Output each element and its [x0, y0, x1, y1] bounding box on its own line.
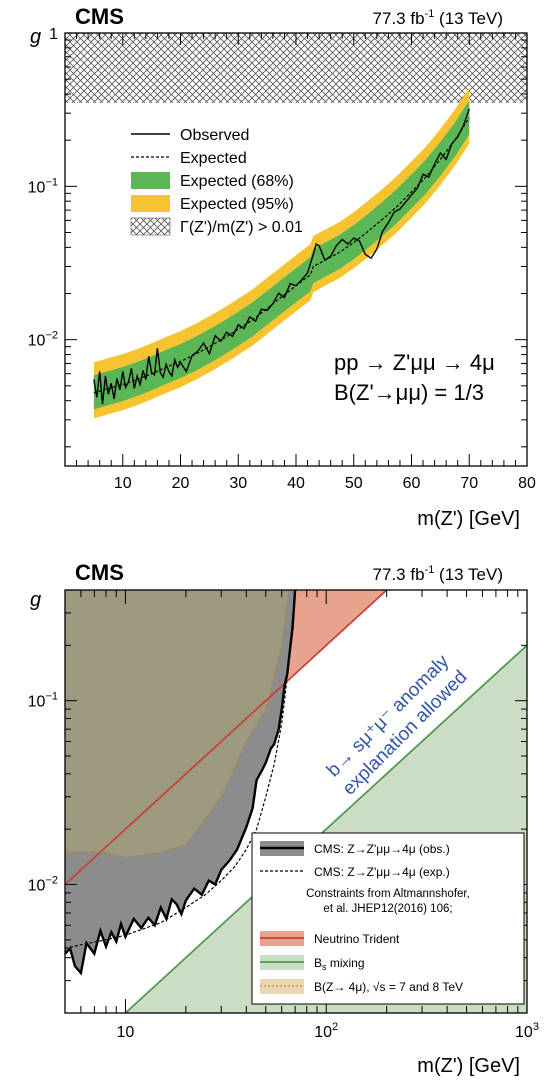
legend-cms-exp-label: CMS: Z→Z'μμ→4μ (exp.): [314, 865, 450, 879]
lower-x-tick-label: 10: [117, 1024, 135, 1041]
legend-constraints-line1: Constraints from Altmannshofer,: [306, 888, 470, 900]
upper-y-tick-label: 10−1: [28, 176, 58, 196]
lower-x-tick-label: 102: [314, 1021, 338, 1041]
upper-x-tick-label: 60: [403, 475, 421, 492]
upper-branching-annotation: B(Z'→μμ) = 1/3: [334, 380, 484, 405]
lower-chart: CMS 77.3 fb-1 (13 TeV) 10 102 10310−110−2 …: [28, 560, 539, 1077]
legend-z4mu-label: B(Z→ 4μ), √s = 7 and 8 TeV: [314, 980, 463, 994]
upper-cms-label: CMS: [75, 4, 124, 29]
legend-cms-obs-label: CMS: Z→Z'μμ→4μ (obs.): [314, 842, 450, 856]
lower-y-tick-label: 10−1: [28, 691, 58, 711]
lower-y-tick-label: 10−2: [28, 875, 58, 895]
legend-observed-label: Observed: [180, 127, 249, 144]
upper-y-tick-label: 10−2: [28, 330, 58, 350]
neutrino-trident-line: [65, 590, 388, 886]
upper-x-tick-label: 20: [172, 475, 190, 492]
upper-expected-68-band: [93, 100, 470, 410]
lower-x-tick-label: 103: [515, 1021, 539, 1041]
legend-trident-label: Neutrino Trident: [314, 932, 400, 946]
legend-bs-label: Bs mixing: [314, 956, 365, 972]
upper-chart: CMS 77.3 fb-1 (13 TeV) 10 20 30 40 50 60 70 801…: [28, 4, 536, 530]
upper-x-tick-label: 30: [229, 475, 247, 492]
z4mu-boundary-line: [65, 590, 290, 859]
legend-width-swatch: [130, 217, 171, 236]
upper-axes: 10 20 30 40 50 60 70 80 1 10−1 10−2: [28, 26, 536, 492]
legend-68-swatch: [131, 172, 170, 189]
bs-mixing-line: [124, 644, 527, 1013]
upper-x-tick-label: 10: [114, 475, 132, 492]
upper-x-axis-label: m(Z') [GeV]: [417, 508, 520, 530]
lower-axes: 10 102 103 10−1 10−2: [28, 589, 539, 1041]
upper-x-tick-label: 50: [345, 475, 363, 492]
legend-expected-label: Expected: [180, 150, 247, 167]
lower-y-axis-label: g: [30, 589, 41, 611]
lower-legend-frame: [251, 832, 525, 1005]
cms-observed-line: [65, 590, 297, 976]
upper-lumi-label: 77.3 fb-1 (13 TeV): [373, 8, 503, 28]
lower-legend: CMS: Z→Z'μμ→4μ (obs.) CMS: Z→Z'μμ→4μ (ex…: [251, 832, 525, 1005]
cms-expected-line: [65, 590, 296, 949]
upper-x-tick-label: 80: [518, 475, 536, 492]
legend-constraints-line2: et al. JHEP12(2016) 106;: [323, 903, 452, 915]
legend-68-label: Expected (68%): [180, 173, 294, 190]
legend-95-label: Expected (95%): [180, 196, 294, 213]
lower-x-axis-label: m(Z') [GeV]: [417, 1055, 520, 1077]
upper-legend: Observed Expected Expected (68%) Expecte…: [130, 127, 303, 236]
upper-y-tick-label: 1: [49, 26, 58, 43]
upper-process-annotation: pp → Z'μμ → 4μ: [334, 350, 495, 375]
upper-y-axis-label: g: [30, 26, 41, 48]
legend-width-label: Γ(Z')/m(Z') > 0.01: [180, 219, 303, 236]
upper-observed-line: [93, 108, 470, 405]
upper-x-tick-label: 70: [460, 475, 478, 492]
upper-expected-95-band: [93, 87, 470, 419]
upper-x-tick-label: 40: [287, 475, 305, 492]
overlap-z4mu-cms-region: [65, 590, 289, 858]
lower-lumi-label: 77.3 fb-1 (13 TeV): [373, 564, 503, 584]
lower-plot-frame: [64, 589, 528, 1014]
lower-cms-label: CMS: [75, 560, 124, 585]
legend-95-swatch: [131, 195, 170, 212]
upper-expected-line: [93, 117, 470, 394]
